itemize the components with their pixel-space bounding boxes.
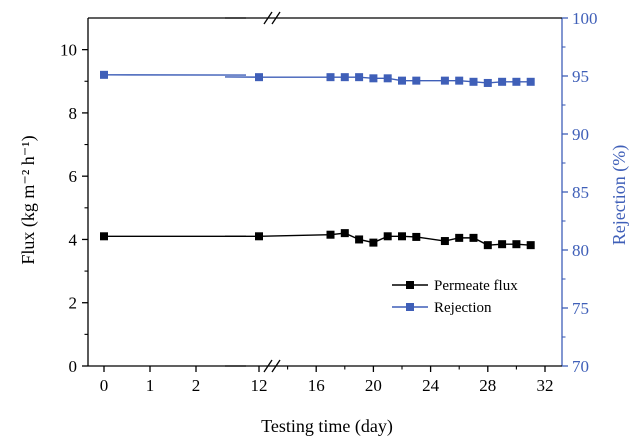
data-point-rejection xyxy=(412,76,421,85)
data-point-flux xyxy=(469,233,478,242)
data-point-flux xyxy=(369,238,378,247)
x-tick-label: 16 xyxy=(308,376,325,395)
data-point-rejection xyxy=(369,74,378,83)
data-point-flux xyxy=(440,237,449,246)
data-point-flux xyxy=(455,233,464,242)
x-tick-label: 1 xyxy=(146,376,155,395)
legend-flux-marker xyxy=(406,281,414,289)
data-point-rejection xyxy=(398,76,406,85)
data-point-rejection xyxy=(526,77,535,86)
data-point-rejection xyxy=(255,73,263,82)
data-point-flux xyxy=(498,240,507,249)
data-point-flux xyxy=(255,232,263,241)
x-tick-label: 0 xyxy=(100,376,109,395)
legend: Permeate flux Rejection xyxy=(392,278,518,316)
series-layer xyxy=(100,70,535,250)
bottom-axis-break-mark xyxy=(271,359,281,373)
data-point-rejection xyxy=(483,78,492,87)
x-axis-title: Testing time (day) xyxy=(261,416,393,437)
data-point-flux xyxy=(512,240,521,249)
legend-flux-label: Permeate flux xyxy=(434,278,518,294)
series-line-rejection xyxy=(224,76,531,84)
data-point-rejection xyxy=(455,76,464,85)
data-point-flux xyxy=(483,241,492,250)
y-left-tick-label: 0 xyxy=(69,357,78,376)
series-line-flux xyxy=(225,232,531,246)
x-tick-label: 12 xyxy=(251,376,268,395)
y-axis-left: 0 2 4 6 8 10 xyxy=(60,41,88,376)
data-point-flux xyxy=(526,241,535,250)
data-point-rejection xyxy=(355,73,364,82)
y-right-tick-label: 100 xyxy=(572,9,598,28)
data-point-rejection xyxy=(383,74,392,83)
x-tick-label: 32 xyxy=(537,376,554,395)
y-left-tick-label: 2 xyxy=(69,294,78,313)
data-point-rejection xyxy=(340,73,349,82)
legend-rejection-marker xyxy=(406,303,414,311)
data-point-rejection xyxy=(440,76,449,85)
data-point-rejection xyxy=(498,77,507,86)
data-point-flux xyxy=(398,232,406,241)
data-point-rejection xyxy=(469,77,478,86)
data-point-rejection xyxy=(100,70,108,79)
data-point-rejection xyxy=(326,73,335,82)
data-point-flux xyxy=(355,235,364,244)
data-point-flux xyxy=(326,230,335,239)
y-right-tick-label: 75 xyxy=(572,299,589,318)
y-left-tick-label: 6 xyxy=(69,167,78,186)
data-point-flux xyxy=(340,229,349,238)
top-axis-break-mark xyxy=(263,11,273,25)
y-left-tick-label: 4 xyxy=(69,230,78,249)
x-axis: 0 1 2 12 16 20 24 28 32 xyxy=(100,366,554,395)
data-point-flux xyxy=(412,232,421,241)
x-tick-label: 2 xyxy=(192,376,201,395)
bottom-axis-break-mark xyxy=(263,359,273,373)
plot-frame xyxy=(87,11,563,373)
y-right-tick-label: 70 xyxy=(572,357,589,376)
y-axis-right: 70 75 80 85 90 95 100 xyxy=(562,9,598,376)
y-left-tick-label: 8 xyxy=(69,104,78,123)
y-axis-left-title: Flux (kg m⁻² h⁻¹) xyxy=(18,135,39,264)
y-right-tick-label: 90 xyxy=(572,125,589,144)
data-point-flux xyxy=(100,232,108,241)
y-right-tick-label: 85 xyxy=(572,183,589,202)
x-tick-label: 28 xyxy=(479,376,496,395)
top-axis-break-mark xyxy=(271,11,281,25)
y-right-tick-label: 95 xyxy=(572,67,589,86)
y-left-tick-label: 10 xyxy=(60,41,77,60)
x-tick-label: 24 xyxy=(422,376,440,395)
y-axis-right-title: Rejection (%) xyxy=(609,145,630,245)
legend-rejection-label: Rejection xyxy=(434,300,492,316)
x-tick-label: 20 xyxy=(365,376,382,395)
data-point-rejection xyxy=(512,77,521,86)
y-right-tick-label: 80 xyxy=(572,241,589,260)
data-point-flux xyxy=(383,232,392,241)
